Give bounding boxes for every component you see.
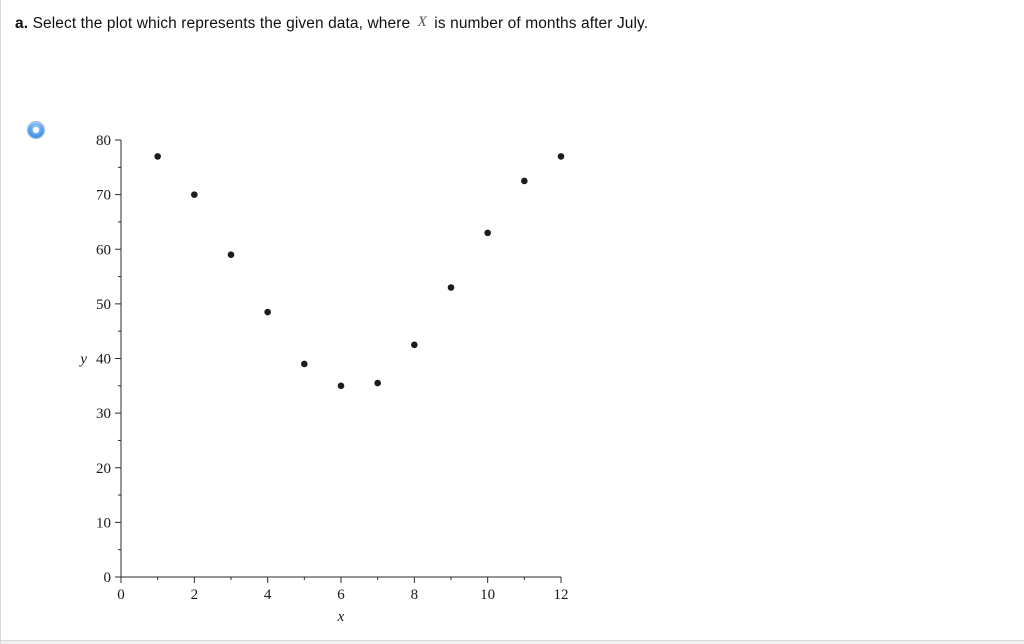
svg-text:50: 50 (96, 297, 111, 313)
question-text-after: is number of months after July. (434, 15, 649, 32)
svg-text:40: 40 (96, 352, 111, 368)
svg-text:70: 70 (96, 188, 111, 204)
variable-x: X (417, 14, 427, 30)
svg-text:4: 4 (264, 587, 272, 603)
scatter-plot-svg: 0 10 20 30 40 50 60 70 80 0 2 4 6 8 10 12 y x (78, 133, 569, 625)
scatter-plot: 0 10 20 30 40 50 60 70 80 0 2 4 6 8 10 12 y x (71, 125, 591, 642)
svg-text:20: 20 (96, 461, 111, 477)
svg-text:30: 30 (96, 406, 111, 422)
svg-text:x: x (337, 609, 345, 625)
svg-text:2: 2 (191, 587, 199, 603)
svg-text:0: 0 (104, 570, 112, 586)
svg-text:6: 6 (337, 587, 345, 603)
svg-text:80: 80 (96, 133, 111, 149)
question-text: a. Select the plot which represents the … (15, 14, 1004, 33)
svg-text:10: 10 (96, 515, 111, 531)
svg-text:12: 12 (554, 587, 569, 603)
svg-text:10: 10 (480, 587, 495, 603)
question-label: a. (15, 15, 29, 32)
svg-text:60: 60 (96, 242, 111, 258)
answer-option-radio[interactable] (28, 122, 44, 138)
question-text-before: Select the plot which represents the giv… (32, 15, 411, 32)
window-bottom-edge (1, 640, 1024, 644)
svg-text:y: y (78, 352, 87, 368)
svg-text:8: 8 (411, 587, 419, 603)
svg-text:0: 0 (117, 587, 125, 603)
